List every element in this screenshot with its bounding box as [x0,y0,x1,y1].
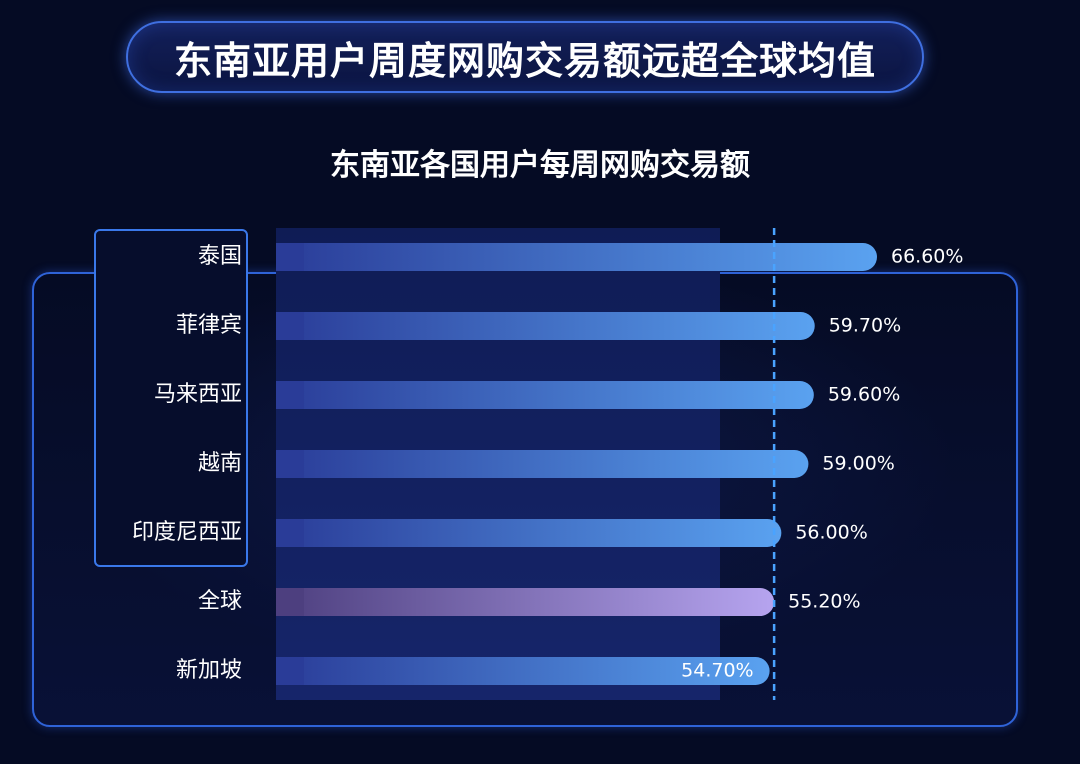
value-label: 54.70% [681,660,753,682]
page-banner: 东南亚用户周度网购交易额远超全球均值 [126,21,924,93]
bar [276,657,770,685]
bar-left-cap [276,450,304,478]
category-label: 菲律宾 [176,313,242,338]
bar-left-cap [276,588,304,616]
category-label: 全球 [198,589,242,614]
category-label: 越南 [198,451,242,476]
bar [276,312,815,340]
bar [276,588,775,616]
bar [276,519,782,547]
category-label: 泰国 [198,244,242,269]
bar [276,381,814,409]
value-label: 59.60% [828,384,900,406]
bar [276,243,877,271]
category-label: 马来西亚 [154,382,242,407]
value-label: 59.70% [829,315,901,337]
value-label: 66.60% [891,246,963,268]
value-label: 56.00% [795,522,867,544]
bar-left-cap [276,381,304,409]
bar-left-cap [276,312,304,340]
bar-left-cap [276,243,304,271]
bar-left-cap [276,519,304,547]
bar-left-cap [276,657,304,685]
chart-title: 东南亚各国用户每周网购交易额 [330,148,750,183]
bar [276,450,809,478]
banner-title: 东南亚用户周度网购交易额远超全球均值 [173,38,876,83]
category-label: 新加坡 [176,658,242,683]
sea-countries-highlight-box [94,229,248,567]
value-label: 55.20% [788,591,860,613]
category-label: 印度尼西亚 [132,520,242,545]
value-label: 59.00% [822,453,894,475]
